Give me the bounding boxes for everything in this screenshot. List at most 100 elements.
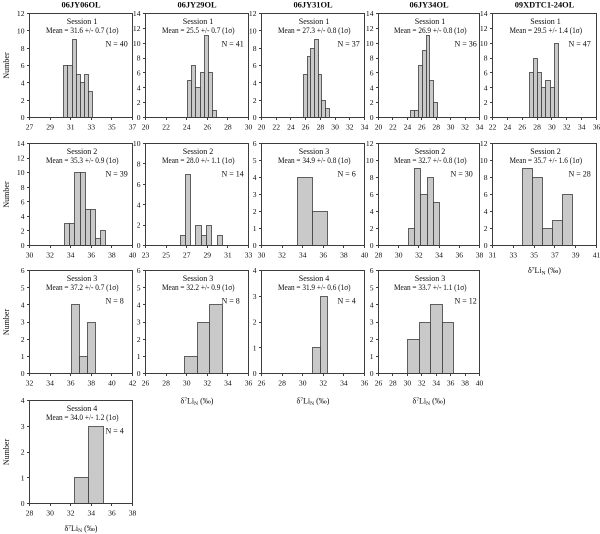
svg-text:23: 23 <box>142 251 150 260</box>
svg-text:12: 12 <box>480 24 488 33</box>
svg-text:δ7LiN (‰): δ7LiN (‰) <box>181 397 214 407</box>
svg-text:33: 33 <box>245 251 253 260</box>
svg-text:2: 2 <box>137 221 141 230</box>
svg-text:20: 20 <box>142 123 150 132</box>
svg-text:Session 4: Session 4 <box>299 274 329 283</box>
svg-text:30: 30 <box>183 379 191 388</box>
svg-text:28: 28 <box>317 123 325 132</box>
svg-text:Number: Number <box>2 181 11 208</box>
svg-text:20: 20 <box>375 123 383 132</box>
svg-text:4: 4 <box>21 78 25 87</box>
svg-text:8: 8 <box>484 173 488 182</box>
svg-text:30: 30 <box>447 123 455 132</box>
svg-text:N = 47: N = 47 <box>569 40 591 49</box>
svg-text:2: 2 <box>21 448 25 457</box>
svg-text:0: 0 <box>484 113 488 122</box>
svg-text:32: 32 <box>418 379 426 388</box>
svg-text:0: 0 <box>21 241 25 250</box>
svg-text:4: 4 <box>370 83 374 92</box>
svg-text:4: 4 <box>21 300 25 309</box>
svg-text:34: 34 <box>224 379 232 388</box>
svg-text:22: 22 <box>489 123 497 132</box>
svg-text:25: 25 <box>162 251 170 260</box>
svg-text:Session 3: Session 3 <box>183 274 213 283</box>
svg-text:Mean = 33.7 +/- 1.1 (1σ): Mean = 33.7 +/- 1.1 (1σ) <box>394 283 467 292</box>
svg-text:12: 12 <box>480 139 488 148</box>
svg-text:06JY31OL: 06JY31OL <box>293 1 333 10</box>
svg-text:38: 38 <box>88 379 96 388</box>
svg-text:24: 24 <box>504 123 512 132</box>
svg-text:27: 27 <box>26 123 34 132</box>
svg-text:38: 38 <box>108 251 116 260</box>
svg-text:37: 37 <box>551 251 559 260</box>
svg-text:0: 0 <box>370 113 374 122</box>
svg-text:6: 6 <box>21 61 25 70</box>
svg-text:8: 8 <box>370 54 374 63</box>
svg-text:28: 28 <box>162 379 170 388</box>
svg-text:N = 12: N = 12 <box>455 297 477 306</box>
svg-text:N = 4: N = 4 <box>338 297 356 306</box>
svg-text:6: 6 <box>370 190 374 199</box>
svg-text:30: 30 <box>245 123 253 132</box>
svg-text:6: 6 <box>370 266 374 275</box>
svg-text:4: 4 <box>370 300 374 309</box>
svg-text:40: 40 <box>476 379 484 388</box>
svg-text:32: 32 <box>46 251 54 260</box>
svg-text:31: 31 <box>224 251 232 260</box>
svg-text:1: 1 <box>137 352 141 361</box>
svg-text:14: 14 <box>17 139 25 148</box>
svg-text:0: 0 <box>370 369 374 378</box>
svg-text:2: 2 <box>137 98 141 107</box>
svg-text:3: 3 <box>137 318 141 327</box>
svg-text:Session 1: Session 1 <box>530 17 560 26</box>
svg-text:2: 2 <box>21 335 25 344</box>
svg-text:4: 4 <box>137 300 141 309</box>
svg-text:5: 5 <box>253 156 257 165</box>
svg-text:09XDTC1-24OL: 09XDTC1-24OL <box>515 1 575 10</box>
svg-text:Mean = 31.9 +/- 0.6 (1σ): Mean = 31.9 +/- 0.6 (1σ) <box>278 283 351 292</box>
svg-text:12: 12 <box>366 139 374 148</box>
svg-text:δ7LiN (‰): δ7LiN (‰) <box>528 266 561 276</box>
svg-text:6: 6 <box>253 139 257 148</box>
svg-text:Number: Number <box>2 439 11 466</box>
svg-text:Session 1: Session 1 <box>299 17 329 26</box>
svg-text:36: 36 <box>108 509 116 518</box>
svg-text:2: 2 <box>21 227 25 236</box>
svg-text:28: 28 <box>278 379 286 388</box>
svg-text:32: 32 <box>204 379 212 388</box>
svg-text:8: 8 <box>370 173 374 182</box>
svg-text:10: 10 <box>249 26 257 35</box>
svg-text:33: 33 <box>510 251 518 260</box>
svg-text:34: 34 <box>578 123 586 132</box>
svg-text:34: 34 <box>46 379 54 388</box>
svg-text:38: 38 <box>461 379 469 388</box>
svg-text:26: 26 <box>142 379 150 388</box>
svg-text:28: 28 <box>224 123 232 132</box>
svg-text:δ7LiN (‰): δ7LiN (‰) <box>413 397 446 407</box>
svg-text:N = 14: N = 14 <box>222 170 244 179</box>
svg-text:Mean = 28.0 +/- 1.1 (1σ): Mean = 28.0 +/- 1.1 (1σ) <box>162 156 235 165</box>
svg-text:27: 27 <box>183 251 191 260</box>
svg-text:14: 14 <box>133 9 141 18</box>
svg-text:N = 39: N = 39 <box>106 170 128 179</box>
svg-text:22: 22 <box>162 123 170 132</box>
svg-text:0: 0 <box>21 113 25 122</box>
svg-text:3: 3 <box>21 318 25 327</box>
svg-text:37: 37 <box>129 123 137 132</box>
svg-text:12: 12 <box>249 9 257 18</box>
svg-text:26: 26 <box>518 123 526 132</box>
svg-text:N = 4: N = 4 <box>106 427 124 436</box>
svg-text:N = 40: N = 40 <box>106 40 128 49</box>
svg-text:30: 30 <box>331 123 339 132</box>
svg-text:4: 4 <box>137 200 141 209</box>
svg-text:Mean = 34.0 +/- 1.2 (1σ): Mean = 34.0 +/- 1.2 (1σ) <box>46 413 119 422</box>
svg-text:20: 20 <box>258 123 266 132</box>
svg-text:34: 34 <box>476 123 484 132</box>
svg-text:10: 10 <box>366 156 374 165</box>
svg-text:2: 2 <box>484 98 488 107</box>
svg-text:4: 4 <box>21 212 25 221</box>
svg-text:41: 41 <box>593 251 600 260</box>
svg-text:29: 29 <box>204 251 212 260</box>
svg-text:32: 32 <box>415 251 423 260</box>
svg-text:N = 37: N = 37 <box>338 40 360 49</box>
